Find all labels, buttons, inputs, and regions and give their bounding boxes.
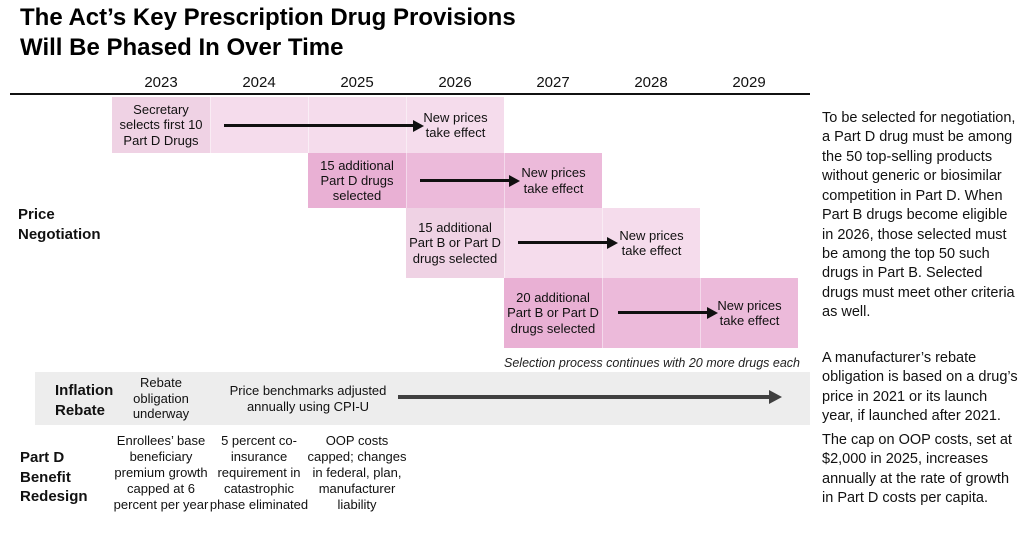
selection-cell: 20 additional Part B or Part D drugs sel… [504, 278, 602, 348]
year-label: 2024 [242, 74, 276, 91]
timeline-arrow-icon [398, 395, 770, 399]
year-label: 2025 [340, 74, 374, 91]
milestone-cell: Enrollees’ base beneficiary premium grow… [113, 433, 209, 512]
selection-cell: Secretary selects first 10 Part D Drugs [112, 97, 210, 153]
page-title: The Act’s Key Prescription Drug Provisio… [20, 3, 516, 63]
timeline-arrow-icon [618, 311, 708, 314]
year-label: 2028 [634, 74, 668, 91]
year-label: 2023 [144, 74, 178, 91]
section-label-inflation-rebate: Inflation Rebate [55, 382, 114, 419]
selection-cell: 15 additional Part B or Part D drugs sel… [406, 208, 504, 278]
page-title-line2: Will Be Phased In Over Time [20, 34, 344, 61]
milestone-cell: Price benchmarks adjusted annually using… [229, 382, 387, 414]
section-label-price-negotiation: Price Negotiation [18, 206, 101, 243]
year-label: 2026 [438, 74, 472, 91]
milestone-cell: Rebate obligation underway [132, 375, 190, 422]
year-label: 2027 [536, 74, 570, 91]
milestone-cell: OOP costs capped; changes in federal, pl… [307, 433, 407, 512]
section-label-part-d-redesign: Part D Benefit Redesign [20, 449, 88, 505]
timeline-arrow-icon [518, 241, 608, 244]
timeline-header-rule [10, 93, 810, 95]
timeline-arrow-icon [224, 124, 414, 127]
timeline-arrow-icon [420, 179, 510, 182]
sidebar-note-negotiation-criteria: To be selected for negotiation, a Part D… [822, 110, 1016, 321]
selection-cell: 15 additional Part D drugs selected [308, 153, 406, 208]
sidebar-note-rebate-obligation: A manufacturer’s rebate obligation is ba… [822, 350, 1018, 425]
result-cell: New prices take effect [602, 208, 700, 278]
result-cell: New prices take effect [504, 153, 602, 208]
milestone-cell: 5 percent co-insurance requirement in ca… [209, 433, 309, 512]
page-title-line1: The Act’s Key Prescription Drug Provisio… [20, 4, 516, 31]
sidebar-note-oop-cap: The cap on OOP costs, set at $2,000 in 2… [822, 432, 1012, 507]
year-label: 2029 [732, 74, 766, 91]
year-header: 2023 2024 2025 2026 2027 2028 2029 [112, 74, 798, 91]
